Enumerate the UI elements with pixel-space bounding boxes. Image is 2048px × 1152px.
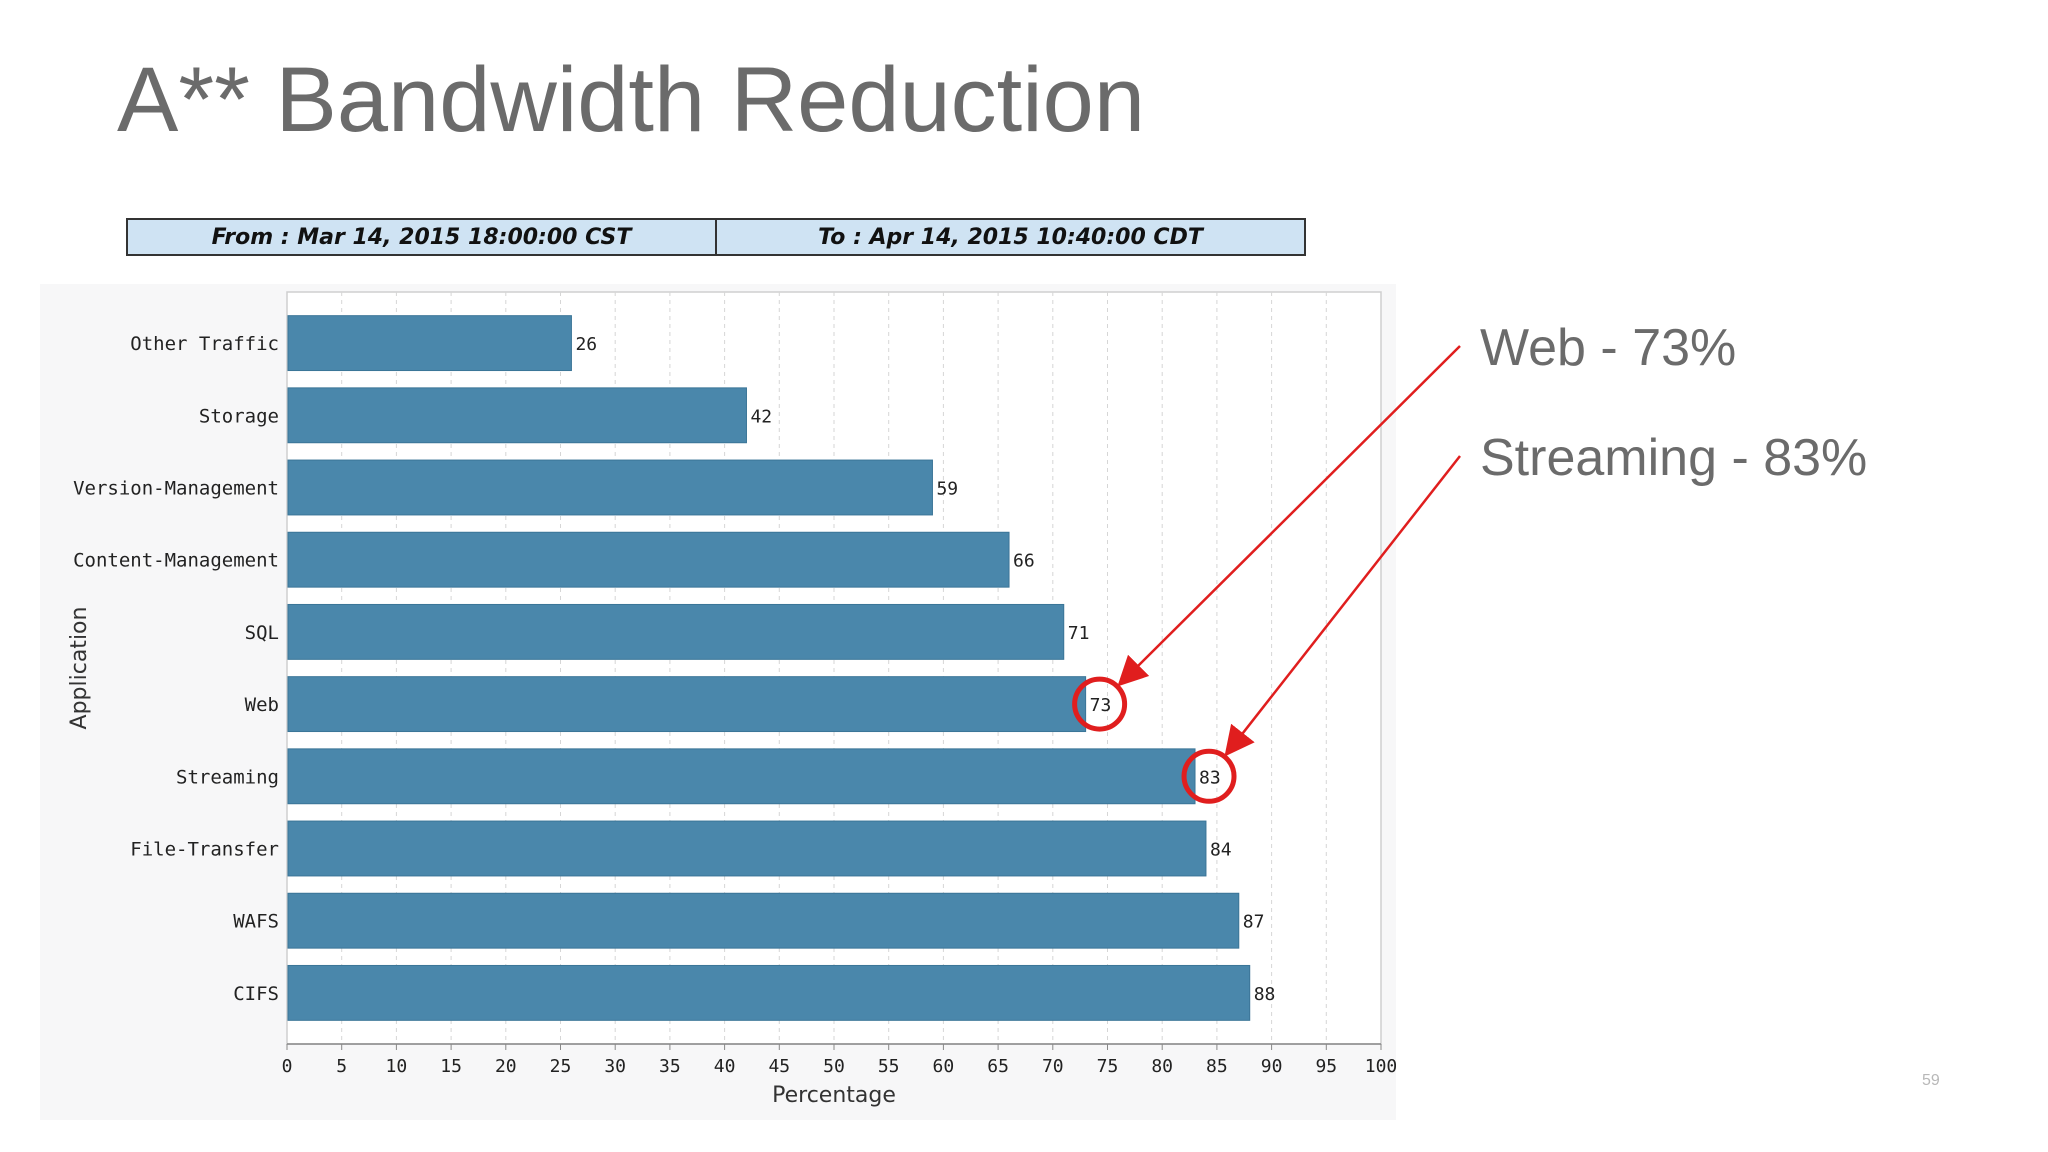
category-label: CIFS <box>233 983 279 1005</box>
x-tick-label: 80 <box>1151 1056 1173 1077</box>
category-label: Version-Management <box>73 478 279 500</box>
page-number: 59 <box>1922 1072 1940 1089</box>
x-tick-label: 95 <box>1315 1056 1337 1077</box>
data-label: 84 <box>1210 840 1232 861</box>
x-tick-label: 20 <box>495 1056 517 1077</box>
x-tick-label: 0 <box>282 1056 293 1077</box>
data-label: 59 <box>936 479 958 500</box>
data-label: 88 <box>1254 984 1276 1005</box>
bar-web <box>287 676 1087 733</box>
x-tick-label: 30 <box>604 1056 626 1077</box>
date-to: To : Apr 14, 2015 10:40:00 CDT <box>715 220 1304 254</box>
data-label: 83 <box>1199 767 1221 788</box>
category-label: Storage <box>199 405 279 427</box>
x-tick-label: 10 <box>386 1056 408 1077</box>
bar-chart: Other Traffic 26 Storage 42 Version-Manageme… <box>67 291 1396 1108</box>
date-from: From : Mar 14, 2015 18:00:00 CST <box>211 224 632 250</box>
bar-other-traffic <box>287 315 572 372</box>
data-label: 71 <box>1068 623 1090 644</box>
x-tick-label: 85 <box>1206 1056 1228 1077</box>
slide-title: A** Bandwidth Reduction <box>117 49 1145 151</box>
x-tick-label: 50 <box>823 1056 845 1077</box>
data-label: 66 <box>1013 551 1035 572</box>
x-tick-label: 15 <box>440 1056 462 1077</box>
x-tick-label: 40 <box>714 1056 736 1077</box>
x-tick-label: 90 <box>1261 1056 1283 1077</box>
x-tick-label: 25 <box>550 1056 572 1077</box>
data-label: 73 <box>1090 695 1112 716</box>
x-tick-label: 65 <box>987 1056 1009 1077</box>
x-tick-label: 100 <box>1365 1056 1396 1077</box>
y-axis-title: Application <box>67 607 92 730</box>
x-tick-label: 60 <box>933 1056 955 1077</box>
x-tick-label: 45 <box>768 1056 790 1077</box>
data-label: 42 <box>750 406 772 427</box>
data-label: 87 <box>1243 912 1265 933</box>
x-tick-label: 75 <box>1097 1056 1119 1077</box>
callout-streaming: Streaming - 83% <box>1480 429 1868 487</box>
bar-content-management <box>287 531 1010 588</box>
category-label: WAFS <box>233 911 279 933</box>
x-tick-label: 5 <box>336 1056 347 1077</box>
bar-wafs <box>287 892 1240 949</box>
category-label: Other Traffic <box>130 333 279 355</box>
x-tick-label: 70 <box>1042 1056 1064 1077</box>
category-label: File-Transfer <box>130 839 279 861</box>
x-tick-label: 35 <box>659 1056 681 1077</box>
bar-file-transfer <box>287 820 1207 877</box>
x-axis-title: Percentage <box>772 1083 896 1108</box>
bar-storage <box>287 387 747 444</box>
bar-version-management <box>287 459 933 516</box>
category-label: Streaming <box>176 766 279 788</box>
category-label: SQL <box>245 622 279 644</box>
callout-web: Web - 73% <box>1480 319 1737 377</box>
bar-sql <box>287 603 1065 660</box>
category-label: Content-Management <box>73 550 279 572</box>
bar-cifs <box>287 964 1251 1021</box>
x-tick-label: 55 <box>878 1056 900 1077</box>
date-range-bar: From : Mar 14, 2015 18:00:00 CST To : Ap… <box>126 218 1306 256</box>
data-label: 26 <box>575 334 597 355</box>
category-label: Web <box>245 694 279 716</box>
bar-streaming <box>287 748 1196 805</box>
